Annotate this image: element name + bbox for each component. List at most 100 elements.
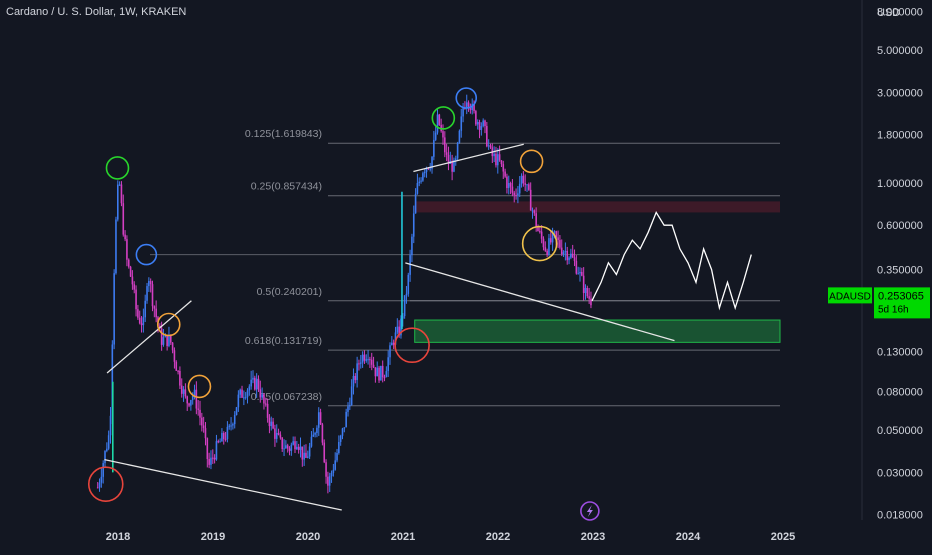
candle-body [425, 167, 428, 172]
candle-body [451, 160, 453, 172]
candle-body [294, 441, 296, 450]
candle-body [411, 236, 413, 256]
candle-body [469, 106, 472, 111]
candle-body [549, 238, 552, 243]
candle-body [204, 428, 207, 439]
candle-body [456, 142, 459, 159]
candle-body [160, 328, 163, 345]
candle-body [438, 114, 441, 125]
candle-body [332, 469, 335, 473]
candle-body [409, 255, 411, 275]
candle-body [233, 414, 236, 425]
candle-body [504, 171, 506, 177]
candle-body [270, 421, 273, 427]
symbol-tag-label: ADAUSD [829, 291, 871, 302]
candle-body [422, 173, 424, 181]
candle-body [301, 446, 304, 460]
candle-body [436, 114, 439, 133]
candle-body [197, 408, 199, 410]
candle-body [445, 152, 448, 155]
candle-body [495, 153, 497, 166]
candle-body [142, 317, 145, 326]
candle-body [118, 184, 121, 186]
candle-body [310, 436, 313, 447]
candle-body [133, 284, 136, 290]
candle-body [484, 120, 486, 127]
zone-support [414, 319, 781, 343]
candle-body [151, 284, 154, 307]
candle-body [292, 441, 294, 445]
candle-body [414, 193, 417, 214]
candle-body [213, 457, 216, 460]
candle-body [515, 195, 517, 197]
candle-body [321, 424, 324, 443]
price-tick-label: 0.030000 [877, 467, 923, 479]
candle-body [316, 427, 318, 434]
candle-body [113, 273, 115, 345]
fib-levels-layer: 0.125(1.619843) 0.25(0.857434) 0.5(0.24020… [150, 128, 780, 407]
candle-body [500, 160, 503, 165]
candle-body [338, 441, 340, 453]
circle-annotation-red [394, 327, 430, 364]
candle-body [129, 266, 132, 277]
trendline [106, 300, 192, 374]
candle-body [135, 289, 137, 310]
candle-body [149, 281, 152, 285]
price-tick-label: 5.000000 [877, 45, 923, 57]
candle-body [531, 210, 534, 212]
candle-body [281, 437, 284, 450]
price-tick-label: 0.050000 [877, 425, 923, 437]
axis-layer: 8.000000 5.000000 3.000000 1.800000 1.000000… [106, 0, 930, 555]
candle-body [537, 227, 539, 232]
candle-body [186, 396, 189, 404]
candle-body [341, 428, 344, 436]
candle-body [171, 342, 174, 351]
candle-body [509, 182, 512, 187]
candle-body [392, 342, 395, 345]
candle-body [361, 354, 364, 363]
price-tick-label: 0.350000 [877, 265, 923, 277]
candle-body [191, 395, 194, 401]
candle-body [398, 326, 400, 336]
candle-body [211, 457, 214, 459]
time-tick-label: 2023 [581, 531, 605, 543]
candle-body [486, 126, 488, 147]
candle-body [551, 232, 554, 243]
candle-body [127, 259, 130, 267]
time-tick-label: 2025 [771, 531, 795, 543]
zones-layer [414, 201, 781, 343]
lightning-icon [580, 501, 600, 521]
candle-body [266, 403, 269, 418]
circle-annotation-orange [156, 312, 181, 337]
candle-body [423, 171, 426, 174]
symbol-tag [828, 287, 872, 304]
circle-annotation-yellow [521, 225, 558, 262]
candle-body [244, 397, 247, 399]
fib-level-label: 0.618(0.131719) [245, 335, 322, 347]
fib-level-label: 0.75(0.067238) [251, 391, 322, 403]
trendline [413, 143, 524, 173]
time-tick-label: 2018 [106, 531, 130, 543]
candle-body [487, 145, 490, 147]
candle-body [221, 433, 223, 442]
candle-body [528, 184, 530, 190]
candle-body [493, 153, 495, 157]
candle-body [208, 458, 210, 465]
candle-body [359, 362, 362, 364]
candle-body [111, 344, 114, 416]
candle-body [442, 131, 444, 138]
candle-body [370, 359, 373, 365]
candle-body [526, 184, 528, 186]
candle-body [193, 389, 196, 396]
candle-body [190, 400, 192, 406]
candle-body [571, 253, 574, 258]
zone-resistance [414, 201, 780, 213]
candle-body [155, 308, 157, 318]
candle-body [104, 450, 106, 464]
candle-body [305, 452, 307, 458]
last-price-countdown: 5d 16h [878, 304, 909, 315]
candle-body [575, 260, 578, 274]
candle-body [403, 295, 406, 317]
